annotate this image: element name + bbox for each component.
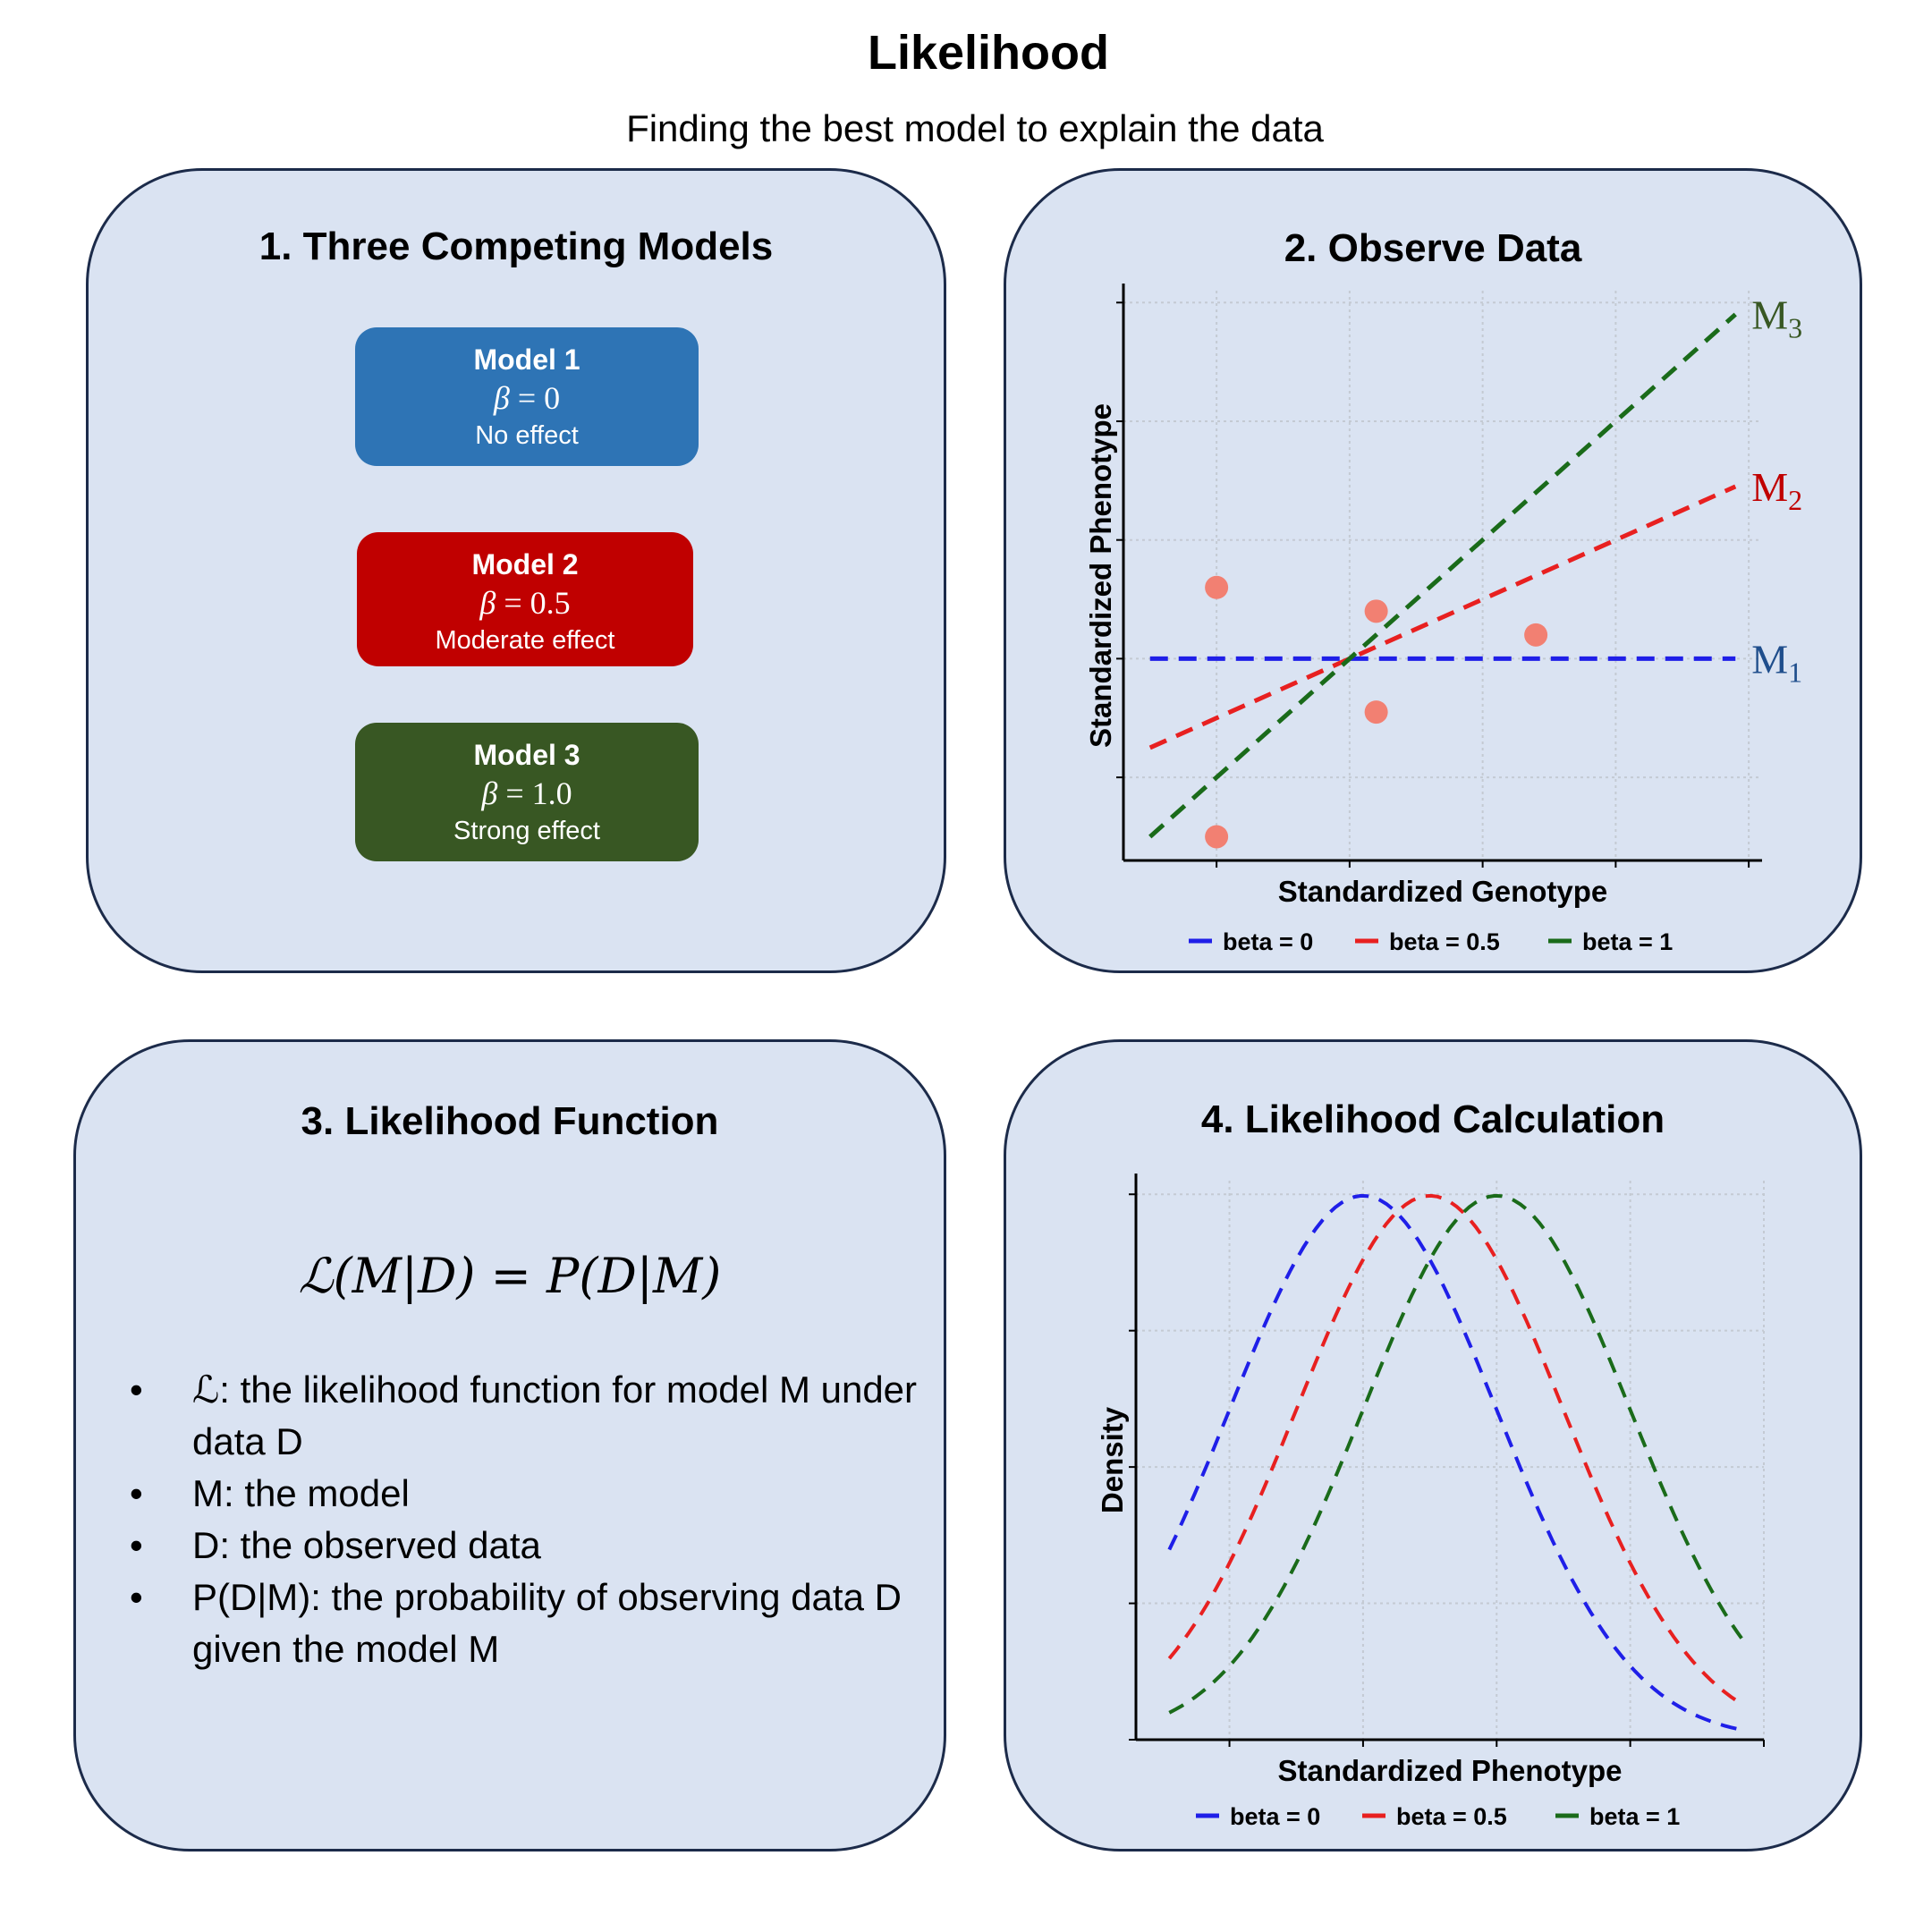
y-axis-label: Standardized Phenotype	[1084, 403, 1117, 748]
y-axis-label: Density	[1096, 1406, 1129, 1513]
model-1-desc: No effect	[475, 421, 579, 450]
model-2-name: Model 2	[471, 548, 579, 580]
definition-list: ℒ: the likelihood function for model M u…	[76, 1364, 935, 1675]
data-point	[1205, 575, 1229, 599]
panel-likelihood-function-title: 3. Likelihood Function	[301, 1099, 719, 1143]
model-line-label: M3	[1751, 292, 1802, 344]
model-line	[1148, 312, 1737, 839]
page-title: Likelihood	[868, 26, 1109, 80]
list-item: P(D|M): the probability of observing dat…	[76, 1572, 935, 1675]
legend-label: beta = 0	[1223, 928, 1313, 955]
panel-likelihood-function: 3. Likelihood Function ℒ(M|D) = P(D|M) ℒ…	[73, 1039, 946, 1852]
list-item: M: the model	[76, 1468, 935, 1520]
model-2-box: Model 2 β = 0.5 Moderate effect	[357, 532, 693, 666]
legend-label: beta = 0.5	[1389, 928, 1500, 955]
data-point	[1205, 825, 1229, 849]
observe-data-chart: Standardized Genotype Standardized Phenot…	[1084, 284, 1802, 955]
data-point	[1364, 700, 1388, 724]
list-item: ℒ: the likelihood function for model M u…	[76, 1364, 935, 1468]
panel-likelihood-calc: 4. Likelihood Calculation	[1004, 1039, 1862, 1852]
legend-label: beta = 1	[1582, 928, 1673, 955]
model-3-name: Model 3	[473, 739, 580, 771]
model-3-beta-value: 1.0	[531, 775, 572, 811]
panel-likelihood-calc-title: 4. Likelihood Calculation	[1200, 1097, 1665, 1141]
x-axis-label: Standardized Genotype	[1278, 875, 1608, 908]
data-point	[1364, 599, 1388, 623]
legend-label: beta = 0	[1230, 1803, 1320, 1830]
x-axis-label: Standardized Phenotype	[1277, 1754, 1622, 1787]
model-1-beta-value: 0	[544, 380, 561, 416]
data-point	[1524, 623, 1548, 647]
model-1-box: Model 1 β = 0 No effect	[355, 327, 699, 466]
list-item: D: the observed data	[76, 1520, 935, 1572]
likelihood-formula: ℒ(M|D) = P(D|M)	[298, 1248, 722, 1304]
model-3-beta: β = 1.0	[481, 775, 572, 811]
model-2-beta-value: 0.5	[530, 585, 571, 621]
model-3-desc: Strong effect	[453, 817, 600, 845]
legend-label: beta = 0.5	[1396, 1803, 1507, 1830]
model-line	[1148, 484, 1737, 750]
model-1-name: Model 1	[473, 343, 580, 376]
density-curve	[1167, 1193, 1745, 1733]
panel-models: 1. Three Competing Models Model 1 β = 0 …	[86, 168, 946, 973]
legend-label: beta = 1	[1589, 1803, 1680, 1830]
density-curve	[1168, 1193, 1746, 1715]
model-2-desc: Moderate effect	[435, 626, 615, 655]
model-3-box: Model 3 β = 1.0 Strong effect	[355, 723, 699, 861]
density-curve	[1167, 1193, 1745, 1707]
model-1-beta: β = 0	[493, 380, 561, 416]
panel-models-title: 1. Three Competing Models	[258, 225, 774, 268]
model-line-label: M2	[1751, 464, 1802, 516]
likelihood-chart: Standardized Phenotype Density beta = 0 bet…	[1096, 1174, 1765, 1830]
model-line-label: M1	[1751, 636, 1802, 688]
panel-observe-title: 2. Observe Data	[1284, 226, 1582, 270]
model-2-beta: β = 0.5	[479, 585, 571, 621]
page-subtitle: Finding the best model to explain the da…	[626, 107, 1324, 149]
